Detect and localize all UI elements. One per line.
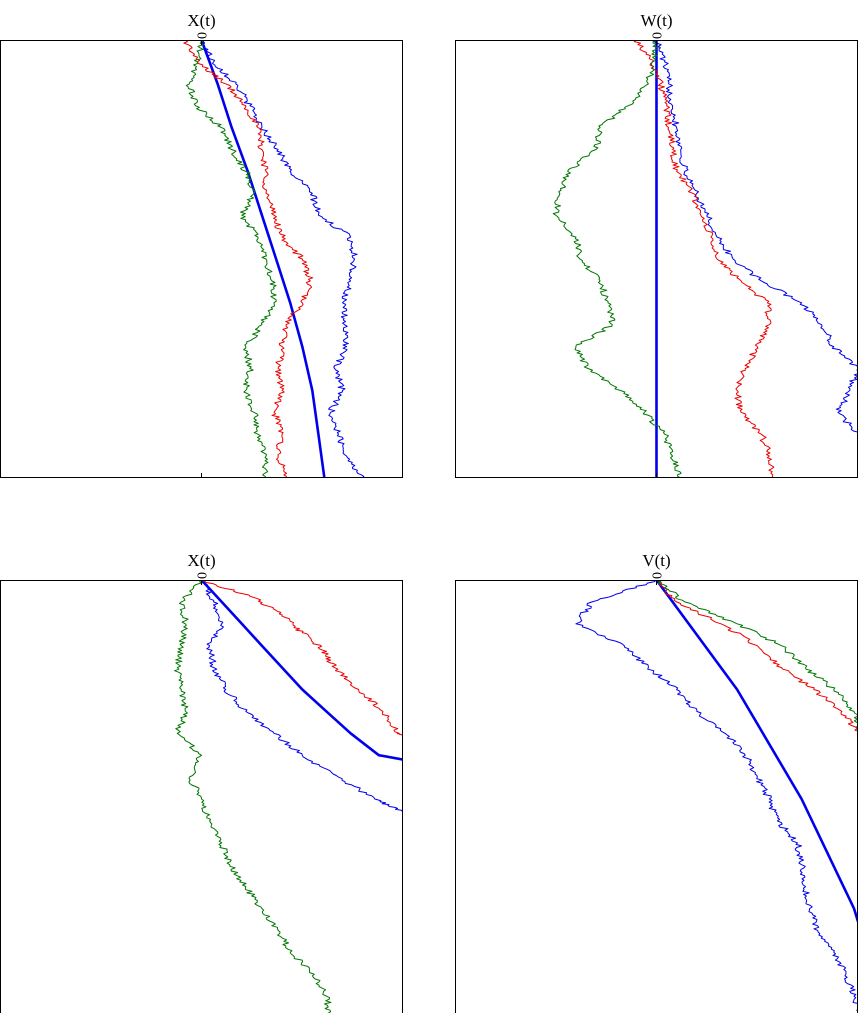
- subplot-2: 0 W(t): [455, 11, 858, 478]
- axes-frame: [455, 580, 858, 1013]
- series-path-green: [552, 40, 682, 478]
- chart-title: X(t): [187, 551, 215, 570]
- series-path-red: [201, 580, 403, 738]
- plot-area: [575, 580, 858, 1012]
- series-path-blue: [653, 40, 858, 436]
- series-path-red: [656, 580, 858, 737]
- series-path-blue: [575, 580, 858, 1012]
- subplot-1: 0 X(t): [0, 11, 403, 478]
- series-path-red: [633, 40, 775, 478]
- x-tick-label: 0: [651, 572, 666, 579]
- subplot-3: 0 X(t): [0, 551, 403, 1013]
- x-tick-label: 0: [651, 32, 666, 39]
- plot-area: [552, 40, 858, 478]
- chart-title: X(t): [187, 11, 215, 30]
- chart-title: V(t): [642, 551, 670, 570]
- series-mean-blue: [655, 580, 858, 922]
- series-path-red: [183, 40, 314, 478]
- x-tick-label: 0: [196, 572, 211, 579]
- plot-area: [183, 40, 365, 478]
- series-path-green: [185, 40, 277, 478]
- series-path-green: [174, 580, 332, 1013]
- plot-area: [174, 580, 403, 1013]
- series-path-green: [656, 580, 858, 729]
- series-mean-blue: [200, 40, 326, 478]
- subplot-4: 0 V(t): [455, 551, 858, 1013]
- series-path-blue: [201, 40, 365, 478]
- chart-title: W(t): [640, 11, 672, 30]
- series-path-blue: [201, 580, 403, 813]
- axes-frame: [0, 40, 403, 478]
- x-tick-label: 0: [196, 32, 211, 39]
- series-mean-blue: [200, 580, 403, 761]
